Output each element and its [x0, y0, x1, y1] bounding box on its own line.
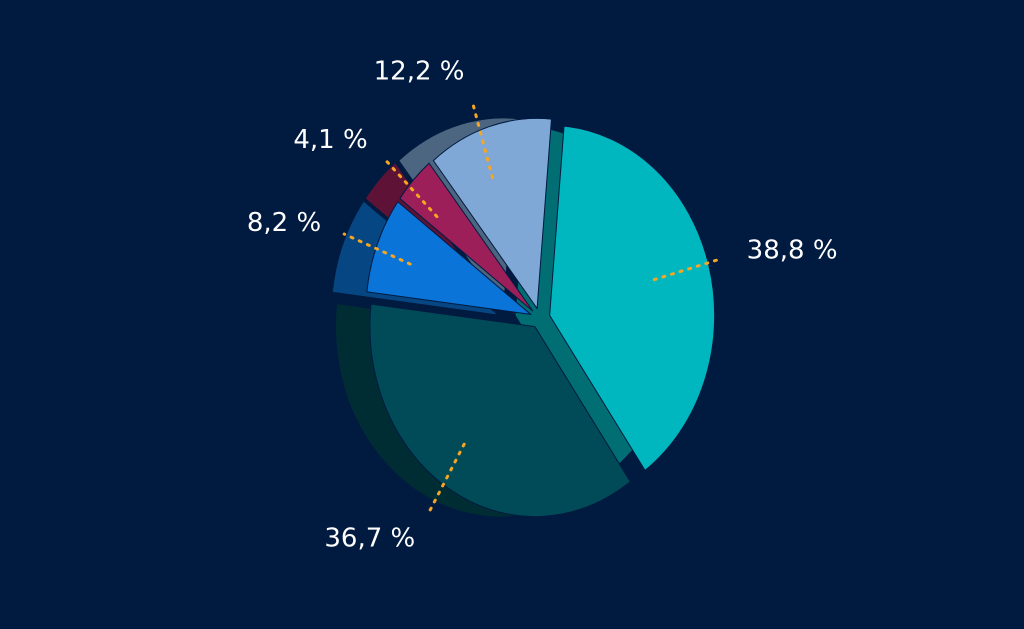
- leader-line: [426, 442, 466, 516]
- value-label: 36,7 %: [324, 523, 415, 553]
- value-label: 8,2 %: [247, 208, 321, 238]
- pie-slice: [549, 125, 716, 472]
- leader-line: [342, 232, 412, 266]
- leader-line: [652, 256, 725, 282]
- pie-slice: [432, 118, 552, 310]
- pie-slice: [399, 162, 534, 312]
- value-label: 12,2 %: [374, 57, 465, 87]
- value-label: 4,1 %: [293, 125, 367, 155]
- pie-slice: [369, 303, 631, 518]
- pie-slice: [366, 201, 533, 316]
- leader-line: [384, 158, 439, 219]
- value-label: 38,8 %: [747, 235, 838, 265]
